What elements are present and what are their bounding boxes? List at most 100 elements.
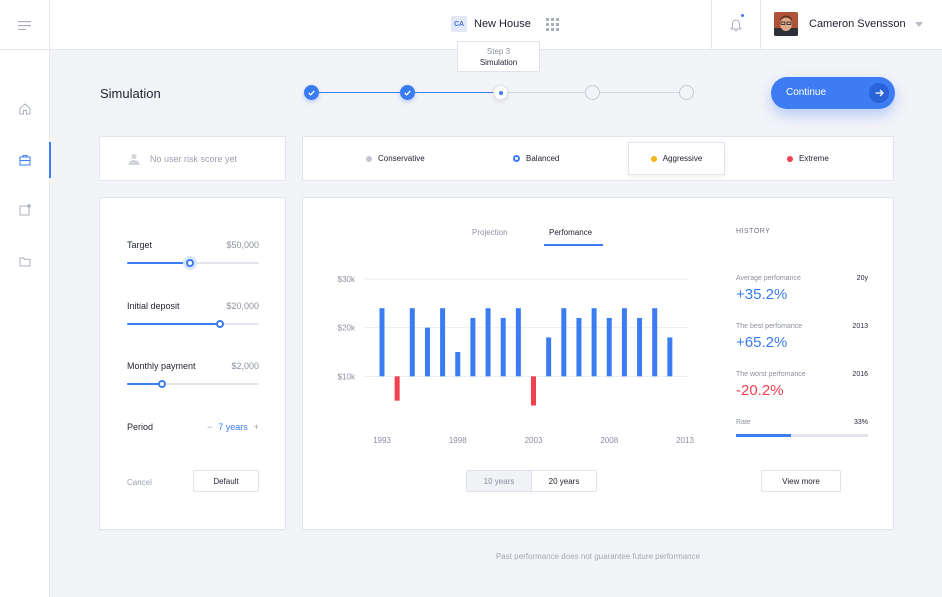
active-tab-indicator <box>544 244 603 246</box>
monthly-value: $2,000 <box>231 361 259 371</box>
y-tick-label: $20k <box>338 324 356 333</box>
rate-progress-bar <box>736 434 868 437</box>
radio-icon <box>513 155 520 162</box>
chart-bar <box>379 308 385 377</box>
step-connector-done <box>319 92 409 93</box>
performance-card: Projection Perfomance $30k $20k $10k 1993 19… <box>302 197 894 530</box>
check-icon <box>308 90 315 96</box>
slider-fill <box>127 262 191 264</box>
chart-bar <box>637 317 643 377</box>
chart-bar <box>667 337 673 377</box>
view-more-button[interactable]: View more <box>761 470 841 492</box>
monthly-param: Monthly payment $2,000 <box>127 361 259 388</box>
profile-conservative[interactable]: Conservative <box>366 137 425 180</box>
tooltip-step-number: Step 3 <box>486 47 511 56</box>
rate-label: Rate <box>736 419 751 426</box>
deposit-slider[interactable] <box>127 320 259 328</box>
profile-label: Conservative <box>378 154 425 163</box>
sidebar-item-home[interactable] <box>0 91 50 127</box>
disclaimer-note: Past performance does not guarantee futu… <box>495 552 701 561</box>
step-2[interactable] <box>400 85 415 100</box>
hamburger-icon <box>18 20 31 30</box>
profile-label: Extreme <box>799 154 829 163</box>
history-title: HISTORY <box>736 228 771 235</box>
chart-bar <box>561 308 567 377</box>
step-5[interactable] <box>679 85 694 100</box>
tab-performance[interactable]: Perfomance <box>549 228 593 237</box>
y-tick-label: $10k <box>338 372 356 381</box>
performance-chart: $30k $20k $10k 1993 1998 2003 2008 2013 <box>338 275 695 445</box>
worst-year: 2016 <box>852 371 868 378</box>
x-tick-label: 1998 <box>449 436 467 445</box>
profile-label: Balanced <box>526 154 560 163</box>
parameters-card: Target $50,000 Initial deposit $20,000 M… <box>99 197 286 530</box>
notifications-button[interactable] <box>711 0 761 50</box>
page-title: Simulation <box>100 86 161 101</box>
step-connector-todo <box>507 92 595 93</box>
target-label: Target <box>127 240 153 250</box>
range-10-years[interactable]: 10 years <box>467 471 532 491</box>
deposit-value: $20,000 <box>226 301 259 311</box>
menu-button[interactable] <box>0 0 50 50</box>
bell-icon <box>730 18 742 31</box>
step-connector-todo <box>600 92 688 93</box>
slider-knob[interactable] <box>158 380 166 388</box>
monthly-slider[interactable] <box>127 380 259 388</box>
slider-knob[interactable] <box>216 320 224 328</box>
step-4[interactable] <box>585 85 600 100</box>
profile-dot <box>650 155 657 162</box>
profile-label: Aggressive <box>662 154 703 163</box>
note-badge-icon <box>19 204 31 216</box>
range-20-years[interactable]: 20 years <box>532 471 596 491</box>
cancel-button[interactable]: Cancel <box>127 478 152 487</box>
user-menu[interactable]: Cameron Svensson <box>774 12 906 36</box>
step-connector-done <box>414 92 502 93</box>
sidebar-item-documents[interactable] <box>0 243 50 279</box>
step-3-current[interactable] <box>493 85 508 100</box>
sidebar-item-notes[interactable] <box>0 192 50 228</box>
plus-button[interactable]: + <box>253 422 259 432</box>
project-selector[interactable]: CA New House <box>451 16 559 32</box>
slider-fill <box>127 323 221 325</box>
target-param: Target $50,000 <box>127 240 259 270</box>
minus-button[interactable]: − <box>206 422 213 432</box>
risk-score-card[interactable]: No user risk score yet <box>99 136 286 181</box>
history-rate: Rate 33% <box>736 419 868 437</box>
tab-projection[interactable]: Projection <box>472 228 508 237</box>
slider-knob[interactable] <box>183 256 197 270</box>
chart-bar <box>652 308 658 377</box>
profile-extreme[interactable]: Extreme <box>787 137 829 180</box>
profile-dot <box>787 155 793 162</box>
target-value: $50,000 <box>226 240 259 250</box>
sidebar-item-portfolio[interactable] <box>0 142 51 178</box>
briefcase-icon <box>19 155 31 166</box>
arrow-right-icon <box>869 83 889 103</box>
history-best: The best perfomance 2013 +65.2% <box>736 323 868 351</box>
target-slider[interactable] <box>127 256 259 270</box>
profile-dot <box>366 155 372 162</box>
tooltip-step-name: Simulation <box>479 58 518 67</box>
risk-profile-selector: Conservative Balanced Aggressive Extreme <box>302 136 894 181</box>
continue-button[interactable]: Continue <box>771 77 895 109</box>
x-tick-label: 2003 <box>525 436 543 445</box>
risk-score-label: No user risk score yet <box>150 153 238 164</box>
chart-bar <box>515 308 521 377</box>
home-icon <box>19 103 31 115</box>
profile-balanced[interactable]: Balanced <box>513 137 559 180</box>
check-icon <box>404 90 411 96</box>
history-worst: The worst perfomance 2016 -20.2% <box>736 371 868 399</box>
period-label: Period <box>127 422 154 432</box>
avatar[interactable] <box>774 12 798 36</box>
apps-grid-icon[interactable] <box>545 17 559 31</box>
chevron-down-icon[interactable] <box>915 22 923 27</box>
chart-bar <box>424 327 430 377</box>
default-button[interactable]: Default <box>193 470 259 492</box>
chart-bar <box>485 308 491 377</box>
chart-bar <box>394 376 400 401</box>
profile-aggressive[interactable]: Aggressive <box>628 142 725 175</box>
chart-bar <box>576 317 582 377</box>
chart-bar <box>546 337 552 377</box>
range-toggle: 10 years 20 years <box>466 470 597 492</box>
monthly-label: Monthly payment <box>127 361 196 371</box>
step-1[interactable] <box>304 85 319 100</box>
